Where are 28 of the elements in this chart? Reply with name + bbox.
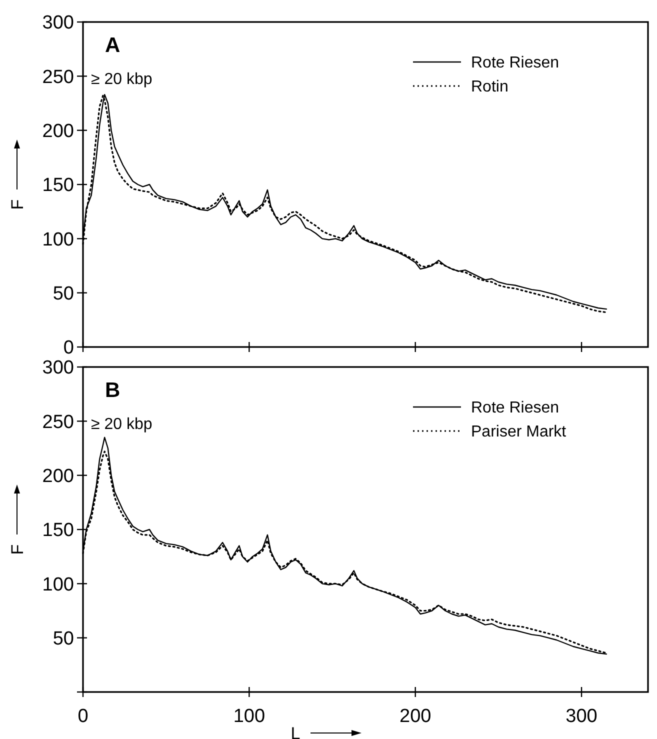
x-tick-label: 0: [78, 706, 88, 727]
y-axis-title: F: [8, 199, 27, 210]
y-tick-label: 300: [42, 12, 74, 34]
y-tick-label: 100: [42, 229, 74, 250]
annotation: ≥ 20 kbp: [91, 71, 152, 88]
legend-label: Pariser Markt: [471, 424, 567, 441]
x-axis-title: L: [290, 724, 300, 739]
legend-label: Rotin: [471, 78, 508, 96]
text: A: [105, 34, 120, 57]
legend-label: Rote Riesen: [471, 400, 560, 417]
y-tick-label: 200: [42, 120, 74, 142]
x-tick-label: 200: [400, 706, 432, 727]
x-tick-label: 300: [566, 706, 598, 727]
annotation: ≥ 20 kbp: [91, 416, 152, 433]
y-tick-label: 200: [42, 466, 74, 487]
y-tick-label: 0: [63, 338, 74, 359]
y-tick-label: 100: [42, 574, 74, 596]
y-tick-label: 150: [42, 520, 74, 542]
y-tick-label: 150: [42, 175, 74, 196]
text: B: [105, 379, 120, 402]
y-axis-title: F: [8, 544, 27, 555]
x-tick-label: 100: [233, 706, 266, 727]
y-tick-label: 300: [42, 358, 74, 379]
y-tick-label: 250: [42, 412, 74, 433]
legend-label: Rote Riesen: [471, 54, 560, 72]
y-tick-label: 50: [52, 628, 74, 650]
y-tick-label: 50: [52, 283, 74, 304]
y-tick-label: 250: [42, 66, 74, 88]
